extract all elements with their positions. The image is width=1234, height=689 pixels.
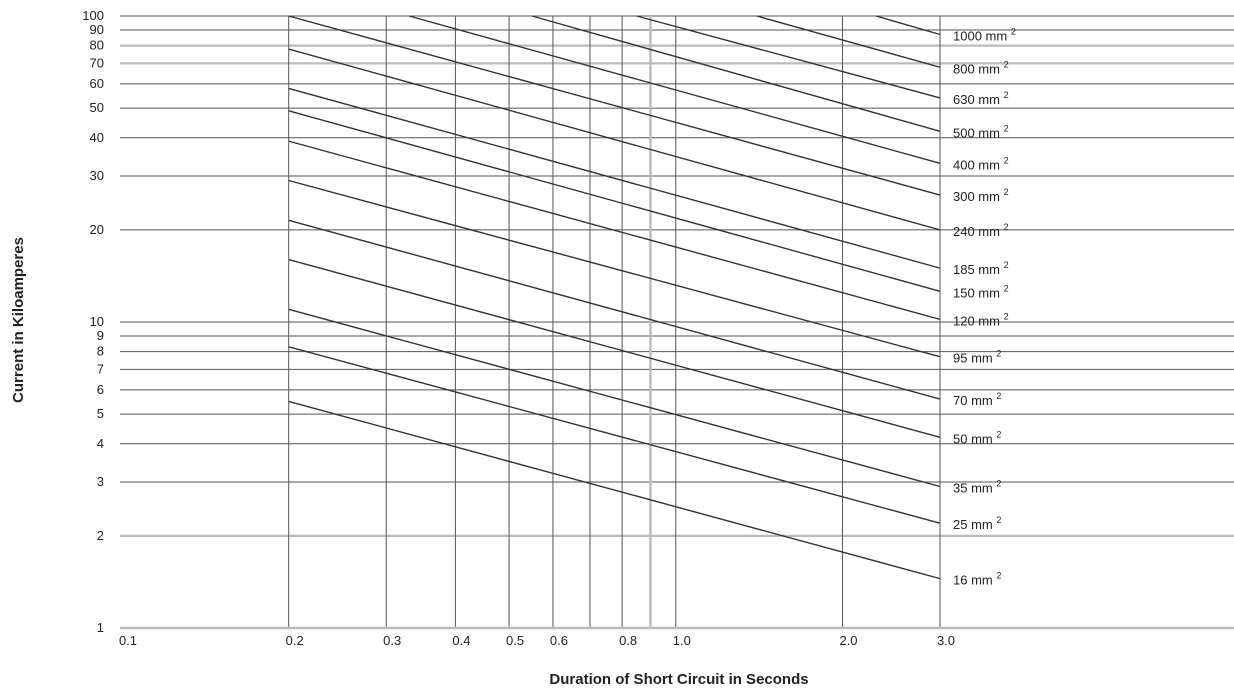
y-tick-label: 5: [97, 406, 104, 421]
series-line: [636, 15, 941, 99]
y-tick-label: 50: [90, 100, 104, 115]
series-label: 25 mm 2: [953, 515, 1001, 532]
series-label: 95 mm 2: [953, 349, 1001, 366]
series-label: 120 mm 2: [953, 311, 1009, 328]
series-line: [531, 15, 941, 132]
x-tick-labels: 0.1 0.2 0.3 0.4 0.5 0.6 0.8 1.0 2.0 3.0: [119, 633, 955, 648]
y-tick-label: 9: [97, 328, 104, 343]
series-line: [288, 346, 941, 524]
y-tick-label: 3: [97, 474, 104, 489]
series-line: [288, 110, 941, 292]
y-tick-label: 90: [90, 22, 104, 37]
y-tick-label: 70: [90, 55, 104, 70]
series-label: 300 mm 2: [953, 187, 1009, 204]
y-tick-label: 40: [90, 130, 104, 145]
x-tick-label: 3.0: [937, 633, 955, 648]
series-label: 35 mm 2: [953, 479, 1001, 496]
x-axis-title: Duration of Short Circuit in Seconds: [549, 671, 808, 688]
y-tick-label: 60: [90, 76, 104, 91]
x-tick-label: 0.6: [550, 633, 568, 648]
series-line: [875, 15, 941, 36]
y-tick-label: 100: [82, 8, 104, 23]
series-label: 150 mm 2: [953, 283, 1009, 300]
series-line: [288, 179, 941, 358]
x-tick-label: 0.4: [452, 633, 470, 648]
y-tick-label: 4: [97, 436, 104, 451]
y-tick-label: 30: [90, 168, 104, 183]
series-line: [288, 87, 941, 269]
series-line: [288, 219, 941, 400]
series-line: [288, 258, 941, 438]
series-label: 70 mm 2: [953, 391, 1001, 408]
y-tick-label: 8: [97, 344, 104, 359]
series-label: 240 mm 2: [953, 222, 1009, 239]
y-tick-label: 7: [97, 361, 104, 376]
y-tick-label: 6: [97, 382, 104, 397]
x-tick-label: 0.5: [506, 633, 524, 648]
y-axis-title: Current in Kiloamperes: [10, 237, 27, 403]
series-label: 800 mm 2: [953, 59, 1009, 76]
series-line: [288, 400, 941, 580]
series-label: 1000 mm 2: [953, 27, 1016, 44]
series-line: [756, 15, 941, 68]
series-line: [288, 308, 941, 488]
y-tick-label: 1: [97, 620, 104, 635]
y-tick-label: 20: [90, 222, 104, 237]
x-tick-label: 1.0: [673, 633, 691, 648]
x-tick-label: 0.3: [383, 633, 401, 648]
y-tick-label: 80: [90, 38, 104, 53]
y-tick-label: 2: [97, 528, 104, 543]
series-labels: 1000 mm 2 800 mm 2 630 mm 2 500 mm 2 400 mm …: [953, 27, 1016, 588]
series-label: 630 mm 2: [953, 90, 1009, 107]
series-line: [288, 15, 941, 196]
x-tick-label: 0.8: [619, 633, 637, 648]
series-label: 50 mm 2: [953, 429, 1001, 446]
series-label: 16 mm 2: [953, 571, 1001, 588]
series-line: [288, 48, 941, 231]
y-tick-label: 10: [90, 314, 104, 329]
series-line: [408, 15, 941, 165]
series-lines: [288, 15, 941, 580]
series-line: [288, 140, 941, 321]
series-label: 500 mm 2: [953, 123, 1009, 140]
grid: [120, 15, 1234, 630]
series-label: 400 mm 2: [953, 155, 1009, 172]
x-tick-label: 0.1: [119, 633, 137, 648]
x-tick-label: 2.0: [839, 633, 857, 648]
series-label: 185 mm 2: [953, 260, 1009, 277]
x-tick-label: 0.2: [286, 633, 304, 648]
